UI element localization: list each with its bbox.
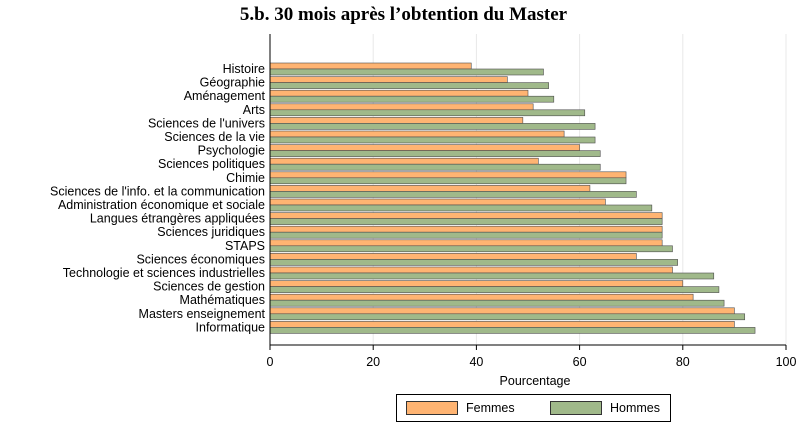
category-label: Sciences de gestion bbox=[153, 280, 265, 294]
x-tick-label: 40 bbox=[469, 355, 483, 369]
bar-femmes bbox=[269, 321, 735, 328]
bar-femmes bbox=[269, 225, 663, 233]
legend-swatch-hommes bbox=[550, 401, 602, 415]
category-label: Masters enseignement bbox=[139, 307, 266, 321]
bar-hommes bbox=[269, 82, 549, 89]
bar-hommes bbox=[269, 136, 596, 144]
bar-hommes bbox=[269, 259, 678, 266]
bar-hommes bbox=[269, 218, 663, 225]
category-label: Sciences de l'info. et la communication bbox=[50, 184, 265, 198]
legend-label-hommes: Hommes bbox=[610, 401, 661, 415]
bar-hommes bbox=[269, 272, 715, 280]
legend-label-femmes: Femmes bbox=[466, 401, 515, 415]
x-tick-label: 100 bbox=[776, 355, 797, 369]
category-label: Géographie bbox=[200, 76, 265, 90]
bar-femmes bbox=[269, 89, 529, 97]
bar-femmes bbox=[269, 239, 663, 247]
category-label: Aménagement bbox=[184, 89, 266, 103]
x-axis-title: Pourcentage bbox=[500, 374, 571, 388]
bar-hommes bbox=[269, 163, 601, 171]
category-labels: HistoireGéographieAménagementArtsScience… bbox=[50, 62, 266, 334]
category-label: Sciences économiques bbox=[136, 252, 265, 266]
legend-item-femmes: Femmes bbox=[406, 401, 546, 415]
bar-femmes bbox=[269, 253, 637, 260]
category-label: Chimie bbox=[226, 171, 265, 185]
bars bbox=[269, 62, 756, 334]
bar-hommes bbox=[269, 286, 720, 293]
bar-hommes bbox=[269, 150, 601, 157]
x-tick-label: 60 bbox=[573, 355, 587, 369]
axes: 0 20 40 60 80 100 bbox=[267, 34, 797, 369]
bar-femmes bbox=[269, 117, 524, 124]
category-label: Informatique bbox=[196, 320, 266, 334]
bar-femmes bbox=[269, 171, 627, 179]
bar-hommes bbox=[269, 177, 627, 185]
x-tick-label: 80 bbox=[676, 355, 690, 369]
bar-femmes bbox=[269, 198, 606, 206]
category-label: Langues étrangères appliquées bbox=[90, 212, 265, 226]
chart-title: 5.b. 30 mois après l’obtention du Master bbox=[239, 4, 568, 25]
bar-femmes bbox=[269, 307, 735, 315]
bar-femmes bbox=[269, 185, 591, 192]
bar-hommes bbox=[269, 204, 653, 212]
category-label: Sciences de la vie bbox=[164, 130, 265, 144]
category-label: Sciences de l'univers bbox=[148, 116, 265, 130]
bar-hommes bbox=[269, 95, 555, 103]
legend-swatch-femmes bbox=[406, 401, 458, 415]
category-label: Mathématiques bbox=[180, 293, 265, 307]
bar-hommes bbox=[269, 123, 596, 130]
x-tick-label: 20 bbox=[366, 355, 380, 369]
category-label: Technologie et sciences industrielles bbox=[63, 266, 265, 280]
bar-femmes bbox=[269, 212, 663, 219]
bar-hommes bbox=[269, 191, 637, 198]
bar-femmes bbox=[269, 280, 684, 287]
legend: Femmes Hommes bbox=[396, 394, 671, 422]
category-label: Administration économique et sociale bbox=[58, 198, 265, 212]
x-tick-label: 0 bbox=[267, 355, 274, 369]
category-label: Psychologie bbox=[198, 144, 265, 158]
bar-femmes bbox=[269, 103, 534, 111]
bar-hommes bbox=[269, 109, 586, 117]
bar-femmes bbox=[269, 144, 580, 151]
bar-hommes bbox=[269, 231, 663, 239]
bar-femmes bbox=[269, 76, 508, 83]
category-label: Arts bbox=[243, 103, 265, 117]
bar-hommes bbox=[269, 245, 673, 253]
category-label: Sciences politiques bbox=[158, 157, 265, 171]
bar-femmes bbox=[269, 266, 673, 274]
bar-femmes bbox=[269, 157, 539, 165]
bar-hommes bbox=[269, 68, 544, 76]
bar-femmes bbox=[269, 62, 472, 70]
bar-femmes bbox=[269, 130, 565, 138]
legend-item-hommes: Hommes bbox=[550, 401, 660, 415]
bar-hommes bbox=[269, 299, 725, 307]
category-label: STAPS bbox=[225, 239, 265, 253]
category-label: Histoire bbox=[223, 62, 265, 76]
bar-hommes bbox=[269, 313, 746, 321]
category-label: Sciences juridiques bbox=[157, 225, 265, 239]
bar-hommes bbox=[269, 327, 756, 334]
bar-femmes bbox=[269, 293, 694, 301]
